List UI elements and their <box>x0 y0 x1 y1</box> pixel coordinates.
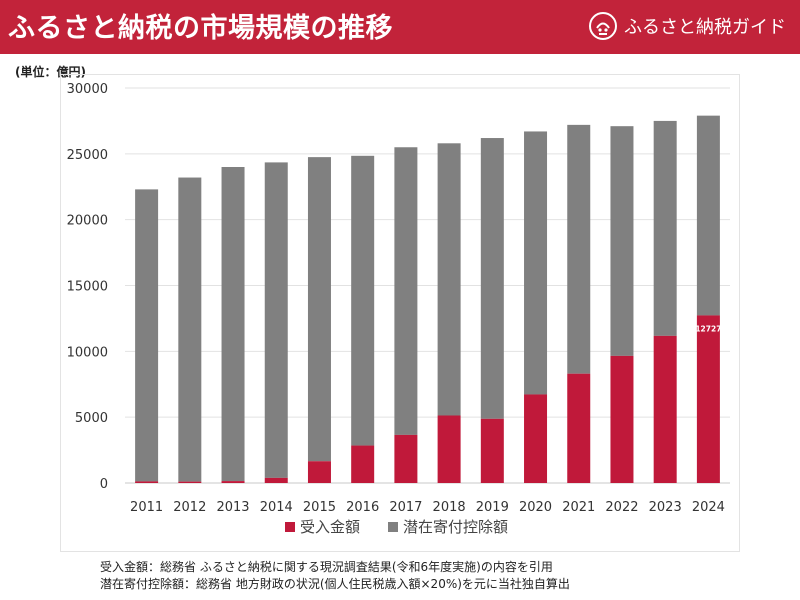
bar-potential <box>437 143 461 416</box>
brand[interactable]: ふるさと納税ガイド <box>588 11 786 41</box>
bar-received <box>264 477 288 483</box>
legend-label-potential: 潜在寄付控除額 <box>403 518 508 536</box>
source-note-potential: 潜在寄付控除額：総務省 地方財政の状況(個人住民税歳入額×20%)を元に当社独自… <box>100 577 570 591</box>
x-tick-label: 2015 <box>303 500 336 515</box>
bar-potential <box>307 157 331 462</box>
x-tick-label: 2018 <box>433 500 466 515</box>
bar-received <box>307 461 331 483</box>
bar-potential <box>135 189 159 482</box>
bar-received <box>696 315 720 483</box>
bar-received <box>437 415 461 483</box>
x-tick-label: 2019 <box>476 500 509 515</box>
bar-received <box>135 481 159 483</box>
bar-received <box>394 434 418 483</box>
legend-label-received: 受入金額 <box>300 518 360 536</box>
bar-received <box>567 373 591 483</box>
x-tick-label: 2014 <box>260 500 293 515</box>
bar-received <box>178 481 202 483</box>
brand-name: ふるさと納税ガイド <box>624 17 786 38</box>
y-tick-label: 10000 <box>67 345 108 360</box>
bar-potential <box>264 162 288 478</box>
bar-potential <box>653 120 677 336</box>
bar-received <box>524 394 548 483</box>
bar-potential <box>221 167 245 482</box>
source-note-received: 受入金額：総務省 ふるさと納税に関する現況調査結果(令和6年度実施)の内容を引用 <box>100 560 553 574</box>
x-tick-label: 2023 <box>649 500 682 515</box>
x-tick-label: 2016 <box>346 500 379 515</box>
bar-potential <box>696 115 720 316</box>
bar-potential <box>394 147 418 435</box>
bar-received <box>221 481 245 483</box>
bar-potential <box>567 124 591 374</box>
page-title: ふるさと納税の市場規模の推移 <box>8 13 393 44</box>
bar-received <box>610 355 634 483</box>
legend-swatch-potential <box>388 522 398 532</box>
header-bar: ふるさと納税の市場規模の推移 ふるさと納税ガイド <box>0 0 800 54</box>
bar-received <box>480 418 504 483</box>
x-tick-label: 2020 <box>519 500 552 515</box>
y-tick-label: 0 <box>100 477 108 492</box>
bar-potential <box>178 177 202 482</box>
y-tick-label: 25000 <box>67 148 108 163</box>
x-tick-label: 2011 <box>130 500 163 515</box>
bar-potential <box>524 131 548 395</box>
x-tick-label: 2013 <box>216 500 249 515</box>
x-tick-label: 2017 <box>389 500 422 515</box>
x-tick-label: 2024 <box>692 500 725 515</box>
brand-logo-icon <box>589 12 617 40</box>
x-tick-label: 2021 <box>562 500 595 515</box>
bar-potential <box>610 126 634 356</box>
chart-frame <box>60 74 740 552</box>
x-tick-label: 2012 <box>173 500 206 515</box>
bar-received <box>653 335 677 483</box>
y-tick-label: 5000 <box>75 411 108 426</box>
y-tick-label: 15000 <box>67 280 108 295</box>
bar-received <box>351 445 375 483</box>
unit-label: (単位：億円) <box>15 65 86 79</box>
bar-potential <box>351 155 375 446</box>
y-tick-label: 30000 <box>67 82 108 97</box>
bar-potential <box>480 138 504 419</box>
y-tick-label: 20000 <box>67 214 108 229</box>
x-tick-label: 2022 <box>605 500 638 515</box>
data-label: 12727 <box>695 324 721 333</box>
legend-swatch-received <box>285 522 295 532</box>
